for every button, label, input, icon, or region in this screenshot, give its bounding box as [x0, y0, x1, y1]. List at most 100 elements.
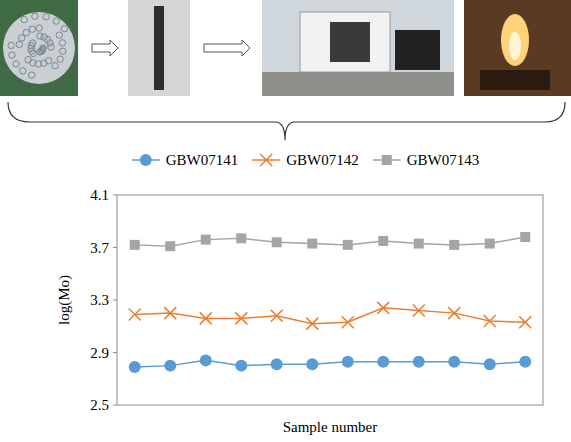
point-marker: [200, 312, 212, 324]
photo-detail: [9, 52, 15, 58]
point-marker: [377, 302, 389, 314]
legend: GBW07141 GBW07142 GBW07143: [132, 152, 480, 168]
point-marker: [485, 239, 495, 249]
point-marker: [165, 241, 175, 251]
photo-detail: [56, 32, 62, 38]
photo-detail: [61, 25, 67, 31]
legend-label: GBW07141: [166, 152, 239, 168]
point-marker: [342, 356, 354, 368]
photo-detail: [32, 13, 38, 19]
y-tick-label: 2.9: [90, 345, 109, 361]
process-illustration: [0, 0, 571, 140]
point-marker: [414, 239, 424, 249]
photo-detail: [52, 63, 58, 69]
legend-marker: [260, 154, 272, 166]
photo-detail: [30, 60, 36, 66]
process-arrow: [92, 40, 118, 56]
photo-flame: [464, 0, 571, 96]
series-line: [135, 308, 526, 324]
photo-detail: [57, 56, 63, 62]
photo-rod: [128, 0, 190, 96]
photo-detail: [154, 6, 164, 90]
legend-marker: [140, 154, 152, 166]
series-line: [135, 360, 526, 367]
legend-item: GBW07142: [252, 152, 359, 168]
y-tick-label: 4.1: [90, 187, 109, 203]
legend-item: GBW07143: [373, 152, 480, 168]
brace: [8, 102, 565, 140]
y-tick: [113, 300, 117, 301]
point-marker: [484, 315, 496, 327]
photo-detail: [21, 16, 27, 22]
point-marker: [306, 358, 318, 370]
photo-detail: [3, 12, 75, 84]
photo-detail: [43, 14, 49, 20]
point-marker: [271, 310, 283, 322]
photo-detail: [16, 41, 22, 47]
photo-detail: [36, 25, 42, 31]
point-marker: [235, 360, 247, 372]
point-marker: [343, 240, 353, 250]
photo-detail: [29, 40, 35, 46]
y-tick-label: 3.3: [90, 292, 109, 308]
photo-detail: [395, 30, 440, 70]
point-marker: [130, 240, 140, 250]
photo-detail: [59, 40, 65, 46]
x-axis-title: Sample number: [283, 419, 378, 435]
process-arrow: [204, 40, 250, 56]
photo-detail: [20, 68, 26, 74]
point-marker: [272, 237, 282, 247]
plot-area: [129, 232, 532, 373]
photo-instrument: [262, 0, 454, 96]
point-marker: [342, 316, 354, 328]
point-marker: [236, 233, 246, 243]
point-marker: [129, 361, 141, 373]
photo-detail: [8, 42, 14, 48]
point-marker: [271, 358, 283, 370]
point-marker: [164, 360, 176, 372]
legend-label: GBW07142: [286, 152, 359, 168]
photo-detail: [29, 26, 35, 32]
photo-detail: [480, 70, 550, 90]
point-marker: [448, 307, 460, 319]
point-marker: [129, 308, 141, 320]
point-marker: [377, 356, 389, 368]
point-marker: [449, 240, 459, 250]
photo-detail: [37, 33, 43, 39]
photo-detail: [13, 61, 19, 67]
point-marker: [519, 316, 531, 328]
point-marker: [306, 318, 318, 330]
photo-detail: [19, 35, 25, 41]
plot-frame: [117, 195, 543, 405]
point-marker: [448, 356, 460, 368]
photo-detail: [60, 48, 66, 54]
photo-detail: [47, 40, 53, 46]
point-marker: [201, 235, 211, 245]
photo-detail: [36, 49, 42, 55]
point-marker: [519, 356, 531, 368]
y-tick-label: 2.5: [90, 397, 109, 413]
y-axis-title: log(Mo): [56, 275, 73, 325]
point-marker: [378, 236, 388, 246]
y-tick: [113, 352, 117, 353]
photo-detail: [300, 12, 390, 72]
y-tick: [113, 195, 117, 196]
legend-marker: [382, 155, 392, 165]
photo-detail: [509, 32, 521, 60]
point-marker: [307, 239, 317, 249]
point-marker: [413, 305, 425, 317]
photo-detail: [330, 22, 370, 62]
point-marker: [413, 356, 425, 368]
photo-samples: [0, 0, 78, 96]
legend-label: GBW07143: [407, 152, 480, 168]
photo-detail: [29, 72, 35, 78]
legend-item: GBW07141: [132, 152, 239, 168]
point-marker: [235, 312, 247, 324]
y-tick: [113, 405, 117, 406]
photo-detail: [23, 29, 29, 35]
point-marker: [484, 358, 496, 370]
photo-detail: [48, 44, 54, 50]
photo-detail: [53, 18, 59, 24]
point-marker: [164, 307, 176, 319]
y-tick: [113, 247, 117, 248]
